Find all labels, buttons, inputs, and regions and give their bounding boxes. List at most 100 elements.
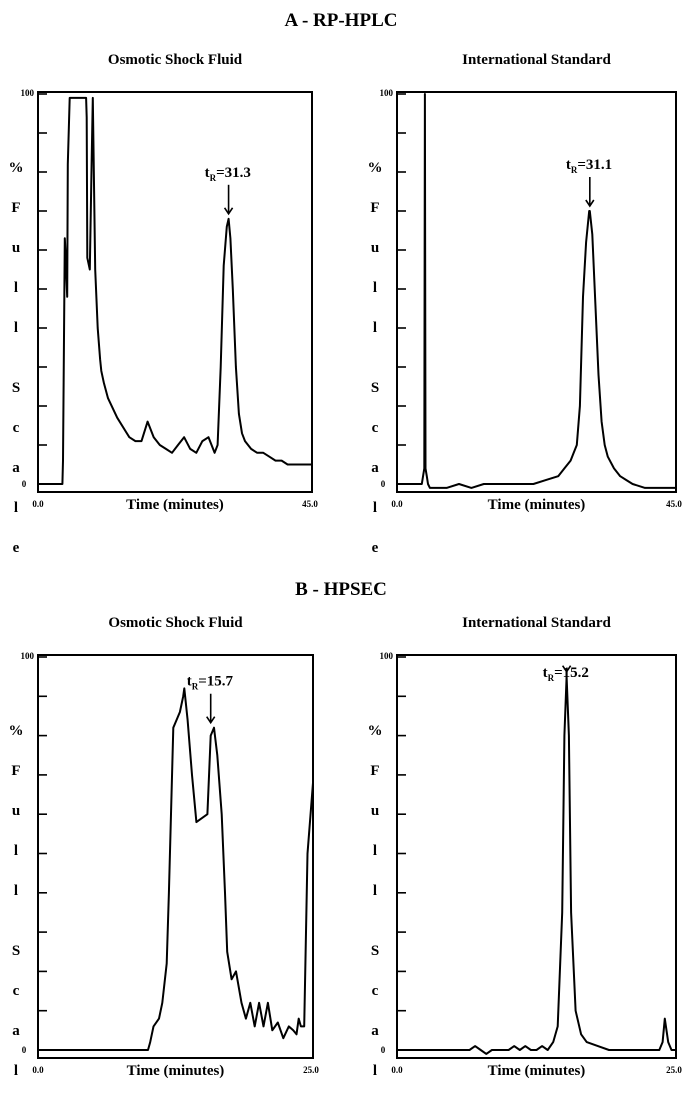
chart-2-point-6: [426, 475, 428, 477]
chart-3-point-12: [184, 688, 186, 690]
chart-2-point-41: [675, 487, 677, 489]
chart-4-point-32: [659, 1049, 661, 1051]
chart-3-point-0: [37, 1049, 39, 1051]
chart-3-x-tick-label-end: 25.0: [303, 1065, 319, 1075]
chart-3-peak-annotation: tR=15.7: [187, 674, 234, 692]
chart-1-point-1: [62, 483, 64, 485]
chart-4-point-10: [519, 1049, 521, 1051]
chart-2-point-40: [657, 487, 659, 489]
chart-2-point-11: [458, 483, 460, 485]
chart-1-point-28: [165, 448, 167, 450]
chart-1-point-52: [275, 460, 277, 462]
chart-1-point-0: [37, 483, 39, 485]
chart-1-title: Osmotic Shock Fluid: [108, 52, 243, 68]
chart-1-point-57: [305, 464, 307, 466]
chart-3-peak-arrow-head: [206, 716, 216, 725]
chart-1-point-40: [226, 226, 228, 228]
chart-4-point-16: [552, 1041, 554, 1043]
chart-4-point-24: [580, 1034, 582, 1036]
chart-2-point-15: [508, 483, 510, 485]
chart-2-point-1: [415, 483, 417, 485]
chart-1-point-44: [235, 366, 237, 368]
chart-2-point-31: [598, 374, 600, 376]
chart-2-peak-arrow-head: [585, 199, 595, 208]
chart-4-point-14: [541, 1045, 543, 1047]
chart-1-point-34: [202, 440, 204, 442]
chart-3-point-10: [179, 711, 181, 713]
chart-3-point-14: [191, 774, 193, 776]
chart-4-peak-arrow-head: [561, 665, 572, 674]
chart-2-point-29: [592, 234, 594, 236]
chart-1-point-36: [214, 452, 216, 454]
section-title-b: B - HPSEC: [295, 579, 387, 600]
chart-4-point-7: [497, 1049, 499, 1051]
chart-3-point-7: [168, 892, 170, 894]
chart-1-x-axis-label: Time (minutes): [126, 497, 224, 513]
chart-3-point-30: [263, 1026, 265, 1028]
chart-1-point-45: [238, 413, 240, 415]
chart-4-x-axis-label: Time (minutes): [488, 1063, 586, 1079]
chart-2-point-37: [626, 479, 628, 481]
chart-4-point-23: [575, 1010, 577, 1012]
chart-4-y-tick-label-100: 100: [380, 651, 394, 661]
chart-3-point-24: [235, 971, 237, 973]
chart-3-point-42: [312, 782, 314, 784]
chart-4-point-9: [513, 1045, 515, 1047]
chart-1-y-tick-label-0: 0: [22, 479, 27, 489]
chart-2-point-14: [495, 483, 497, 485]
chart-2-point-30: [595, 304, 597, 306]
chart-2-point-32: [601, 421, 603, 423]
chart-3-point-2: [149, 1041, 151, 1043]
chart-4-point-12: [530, 1049, 532, 1051]
chart-3-point-33: [277, 1022, 279, 1024]
chart-4-point-27: [608, 1049, 610, 1051]
chart-4-point-33: [662, 1041, 664, 1043]
chart-1-point-8: [85, 97, 87, 99]
chart-4-title: International Standard: [462, 615, 611, 631]
chart-1-point-51: [269, 456, 271, 458]
chart-2-x-tick-label-end: 45.0: [666, 499, 682, 509]
chart-4-x-tick-label-start: 0.0: [391, 1065, 403, 1075]
chart-2-peak-annotation: tR=31.1: [566, 157, 612, 175]
chart-2-x-axis-label: Time (minutes): [488, 497, 586, 513]
chart-3-point-8: [173, 727, 175, 729]
chart-4-point-11: [525, 1045, 527, 1047]
chart-3-point-23: [231, 979, 233, 981]
chart-2-point-9: [433, 487, 435, 489]
chart-3-point-39: [300, 1026, 302, 1028]
chart-1-point-30: [177, 444, 179, 446]
chart-4-frame: [396, 654, 677, 1059]
chart-4-point-5: [486, 1053, 488, 1055]
chart-1-point-55: [293, 464, 295, 466]
chart-3-point-11: [182, 696, 184, 698]
chart-1-point-56: [299, 464, 301, 466]
chart-4-point-2: [469, 1049, 471, 1051]
chart-1-point-18: [101, 370, 103, 372]
chart-2-point-20: [564, 468, 566, 470]
chart-2-point-25: [582, 296, 584, 298]
chart-1-point-32: [189, 448, 191, 450]
chart-4-point-30: [642, 1049, 644, 1051]
chart-1-frame: [37, 91, 313, 493]
chart-1-point-11: [89, 269, 91, 271]
chart-1-point-35: [208, 436, 210, 438]
chart-1-point-46: [241, 433, 243, 435]
chart-1-point-22: [129, 436, 131, 438]
chart-3-point-27: [250, 1002, 252, 1004]
chart-3-point-34: [283, 1037, 285, 1039]
chart-2-point-5: [425, 468, 427, 470]
chart-3-point-1: [147, 1049, 149, 1051]
chart-2-point-34: [607, 456, 609, 458]
chart-4-point-0: [396, 1049, 398, 1051]
chart-1-point-38: [220, 366, 222, 368]
chart-4-point-18: [561, 912, 563, 914]
chart-4-point-34: [664, 1018, 666, 1020]
chart-4-point-17: [557, 1026, 559, 1028]
chart-4-point-6: [491, 1049, 493, 1051]
chart-2-point-17: [533, 483, 535, 485]
section-title-a: A - RP-HPLC: [285, 10, 398, 31]
chart-3-y-tick-label-100: 100: [21, 651, 35, 661]
